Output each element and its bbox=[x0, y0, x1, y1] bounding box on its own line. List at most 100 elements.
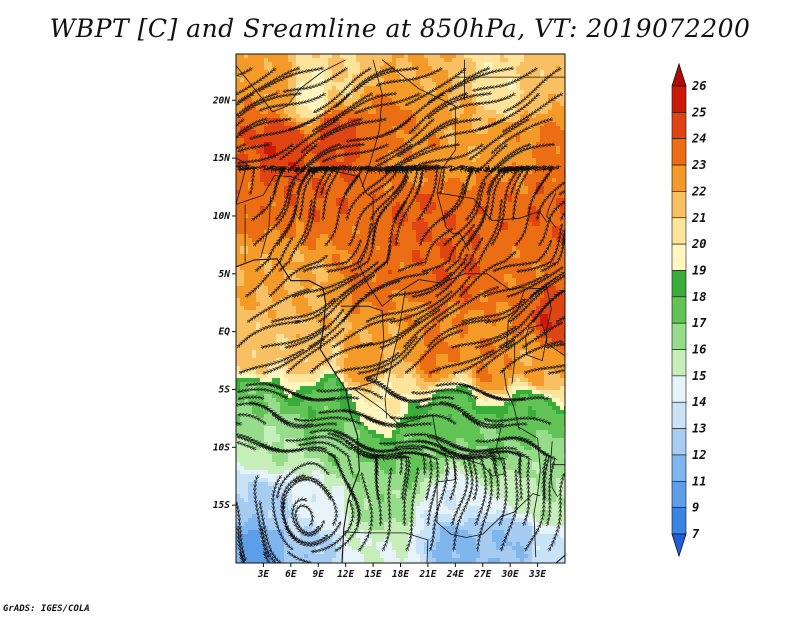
field-cell bbox=[352, 150, 357, 155]
field-cell bbox=[412, 70, 417, 75]
field-cell bbox=[536, 70, 541, 75]
field-cell bbox=[340, 286, 345, 291]
field-cell bbox=[388, 246, 393, 251]
field-cell bbox=[364, 286, 369, 291]
field-cell bbox=[472, 114, 477, 119]
field-cell bbox=[332, 202, 337, 207]
field-cell bbox=[436, 54, 441, 59]
field-cell bbox=[492, 74, 497, 79]
field-cell bbox=[436, 214, 441, 219]
field-cell bbox=[532, 178, 537, 183]
field-cell bbox=[372, 206, 377, 211]
field-cell bbox=[284, 138, 289, 143]
field-cell bbox=[548, 126, 553, 131]
field-cell bbox=[400, 90, 405, 95]
field-cell bbox=[460, 142, 465, 147]
field-cell bbox=[348, 86, 353, 91]
field-cell bbox=[280, 66, 285, 71]
field-cell bbox=[552, 74, 557, 79]
field-cell bbox=[452, 226, 457, 231]
field-cell bbox=[300, 74, 305, 79]
field-cell bbox=[460, 62, 465, 67]
field-cell bbox=[344, 118, 349, 123]
field-cell bbox=[288, 230, 293, 235]
field-cell bbox=[300, 78, 305, 83]
field-cell bbox=[500, 106, 505, 111]
field-cell bbox=[400, 226, 405, 231]
field-cell bbox=[276, 142, 281, 147]
field-cell bbox=[528, 274, 533, 279]
field-cell bbox=[240, 246, 245, 251]
field-cell bbox=[444, 266, 449, 271]
field-cell bbox=[364, 126, 369, 131]
field-cell bbox=[460, 138, 465, 143]
field-cell bbox=[548, 234, 553, 239]
field-cell bbox=[324, 106, 329, 111]
field-cell bbox=[348, 62, 353, 67]
field-cell bbox=[352, 142, 357, 147]
field-cell bbox=[416, 238, 421, 243]
field-cell bbox=[496, 198, 501, 203]
field-cell bbox=[392, 250, 397, 255]
field-cell bbox=[316, 274, 321, 279]
field-cell bbox=[516, 142, 521, 147]
field-cell bbox=[404, 62, 409, 67]
field-cell bbox=[332, 70, 337, 75]
field-cell bbox=[504, 54, 509, 59]
field-cell bbox=[428, 234, 433, 239]
field-cell bbox=[448, 146, 453, 151]
field-cell bbox=[424, 274, 429, 279]
field-cell bbox=[420, 54, 425, 59]
field-cell bbox=[332, 222, 337, 227]
field-cell bbox=[432, 246, 437, 251]
field-cell bbox=[560, 66, 565, 71]
field-cell bbox=[496, 158, 501, 163]
field-cell bbox=[468, 86, 473, 91]
field-cell bbox=[512, 142, 517, 147]
field-cell bbox=[344, 162, 349, 167]
field-cell bbox=[400, 106, 405, 111]
field-cell bbox=[292, 274, 297, 279]
field-cell bbox=[308, 242, 313, 247]
field-cell bbox=[452, 254, 457, 259]
field-cell bbox=[336, 174, 341, 179]
field-cell bbox=[424, 70, 429, 75]
field-cell bbox=[260, 182, 265, 187]
field-cell bbox=[448, 62, 453, 67]
field-cell bbox=[488, 150, 493, 155]
field-cell bbox=[484, 154, 489, 159]
field-cell bbox=[432, 62, 437, 67]
field-cell bbox=[280, 62, 285, 67]
field-cell bbox=[552, 82, 557, 87]
field-cell bbox=[348, 282, 353, 287]
field-cell bbox=[296, 78, 301, 83]
field-cell bbox=[484, 130, 489, 135]
field-cell bbox=[380, 130, 385, 135]
field-cell bbox=[540, 70, 545, 75]
field-cell bbox=[316, 206, 321, 211]
field-cell bbox=[444, 138, 449, 143]
field-cell bbox=[536, 126, 541, 131]
field-cell bbox=[356, 94, 361, 99]
field-cell bbox=[260, 294, 265, 299]
field-cell bbox=[248, 138, 253, 143]
field-cell bbox=[408, 226, 413, 231]
field-cell bbox=[352, 218, 357, 223]
field-cell bbox=[460, 222, 465, 227]
field-cell bbox=[248, 234, 253, 239]
field-cell bbox=[500, 270, 505, 275]
field-cell bbox=[332, 210, 337, 215]
field-cell bbox=[428, 178, 433, 183]
field-cell bbox=[368, 198, 373, 203]
field-cell bbox=[424, 158, 429, 163]
field-cell bbox=[276, 210, 281, 215]
field-cell bbox=[468, 106, 473, 111]
field-cell bbox=[316, 146, 321, 151]
field-cell bbox=[476, 58, 481, 63]
field-cell bbox=[552, 214, 557, 219]
field-cell bbox=[516, 98, 521, 103]
field-cell bbox=[240, 258, 245, 263]
field-cell bbox=[528, 66, 533, 71]
field-cell bbox=[268, 162, 273, 167]
field-cell bbox=[344, 158, 349, 163]
